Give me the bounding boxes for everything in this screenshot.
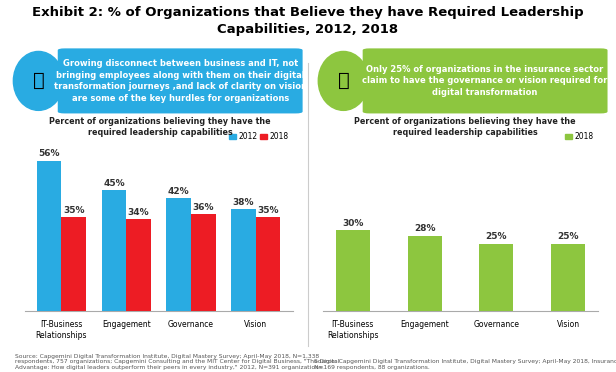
Text: 25%: 25% <box>485 232 507 241</box>
Circle shape <box>14 51 63 110</box>
Text: 45%: 45% <box>103 179 124 188</box>
Text: Growing disconnect between business and IT, not
bringing employees along with th: Growing disconnect between business and … <box>54 59 307 103</box>
Bar <box>336 230 370 311</box>
Text: Source: Capgemini Digital Transformation Institute, Digital Mastery Survey; Apri: Source: Capgemini Digital Transformation… <box>15 353 340 370</box>
Legend: 2018: 2018 <box>565 132 594 141</box>
Text: 28%: 28% <box>414 224 436 233</box>
Text: 56%: 56% <box>38 150 60 158</box>
Text: 25%: 25% <box>557 232 579 241</box>
Text: Percent of organizations believing they have the
required leadership capabilitie: Percent of organizations believing they … <box>49 117 271 137</box>
Bar <box>479 244 513 311</box>
Text: Source: Capgemini Digital Transformation Institute, Digital Mastery Survey; Apri: Source: Capgemini Digital Transformation… <box>314 359 616 370</box>
Text: 36%: 36% <box>193 203 214 212</box>
Text: 35%: 35% <box>257 206 279 215</box>
Text: Exhibit 2: % of Organizations that Believe they have Required Leadership
Capabil: Exhibit 2: % of Organizations that Belie… <box>32 6 584 36</box>
Bar <box>37 160 62 311</box>
Text: Percent of organizations believing they have the
required leadership capabilitie: Percent of organizations believing they … <box>354 117 576 137</box>
Bar <box>256 217 280 311</box>
FancyBboxPatch shape <box>58 48 302 113</box>
Bar <box>126 219 151 311</box>
Circle shape <box>318 51 368 110</box>
Bar <box>166 198 191 311</box>
FancyBboxPatch shape <box>363 48 607 113</box>
Bar <box>62 217 86 311</box>
Bar <box>102 190 126 311</box>
Text: 🌍: 🌍 <box>33 71 44 90</box>
Text: 34%: 34% <box>128 208 149 217</box>
Bar <box>408 235 442 311</box>
Text: 30%: 30% <box>342 219 363 228</box>
Text: 38%: 38% <box>233 198 254 206</box>
Legend: 2012, 2018: 2012, 2018 <box>229 132 289 141</box>
Text: 🌿: 🌿 <box>338 71 349 90</box>
Bar <box>191 214 216 311</box>
Text: 42%: 42% <box>168 187 190 196</box>
Bar <box>551 244 585 311</box>
Bar <box>231 209 256 311</box>
Text: 35%: 35% <box>63 206 84 215</box>
Text: Only 25% of organizations in the insurance sector
claim to have the governance o: Only 25% of organizations in the insuran… <box>362 65 608 97</box>
